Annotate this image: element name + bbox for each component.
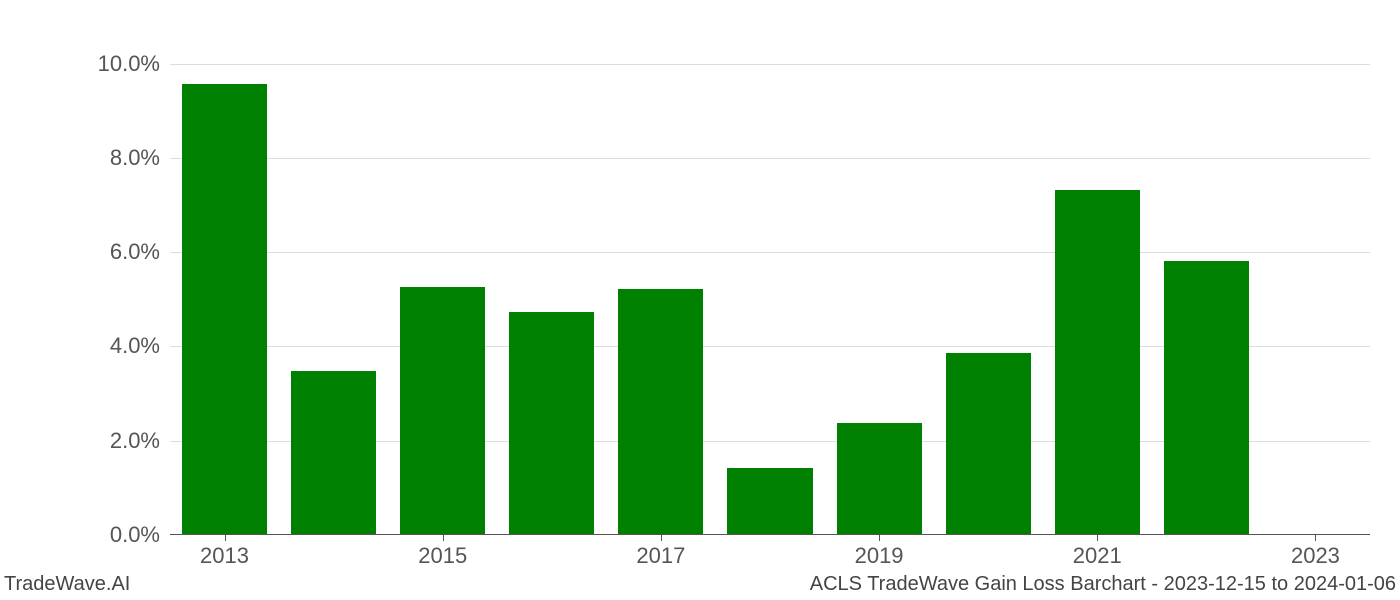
y-tick-label: 10.0% — [90, 51, 160, 77]
plot-area — [170, 40, 1370, 535]
x-tick-mark — [879, 535, 880, 541]
x-tick-label: 2019 — [839, 543, 919, 569]
gridline — [170, 64, 1370, 65]
bar — [400, 287, 485, 535]
x-tick-mark — [1315, 535, 1316, 541]
bar — [946, 353, 1031, 535]
x-tick-mark — [661, 535, 662, 541]
bar — [1164, 261, 1249, 534]
y-tick-label: 2.0% — [90, 428, 160, 454]
x-tick-label: 2013 — [185, 543, 265, 569]
bar — [727, 468, 812, 534]
x-tick-label: 2021 — [1057, 543, 1137, 569]
bar — [837, 423, 922, 534]
footer-left: TradeWave.AI — [4, 573, 130, 596]
bar — [182, 84, 267, 534]
gridline — [170, 252, 1370, 253]
y-tick-label: 6.0% — [90, 239, 160, 265]
y-tick-label: 4.0% — [90, 333, 160, 359]
x-tick-mark — [225, 535, 226, 541]
x-tick-mark — [1097, 535, 1098, 541]
footer-right: ACLS TradeWave Gain Loss Barchart - 2023… — [810, 573, 1396, 596]
bar — [618, 289, 703, 534]
y-tick-label: 0.0% — [90, 522, 160, 548]
gridline — [170, 158, 1370, 159]
x-tick-label: 2023 — [1275, 543, 1355, 569]
chart-container: 0.0% 2.0% 4.0% 6.0% 8.0% 10.0% 2013 2015 2017 20… — [0, 0, 1400, 600]
x-tick-label: 2015 — [403, 543, 483, 569]
x-tick-mark — [443, 535, 444, 541]
bar — [509, 312, 594, 534]
y-tick-label: 8.0% — [90, 145, 160, 171]
bar — [1055, 190, 1140, 534]
bar — [291, 371, 376, 534]
x-tick-label: 2017 — [621, 543, 701, 569]
